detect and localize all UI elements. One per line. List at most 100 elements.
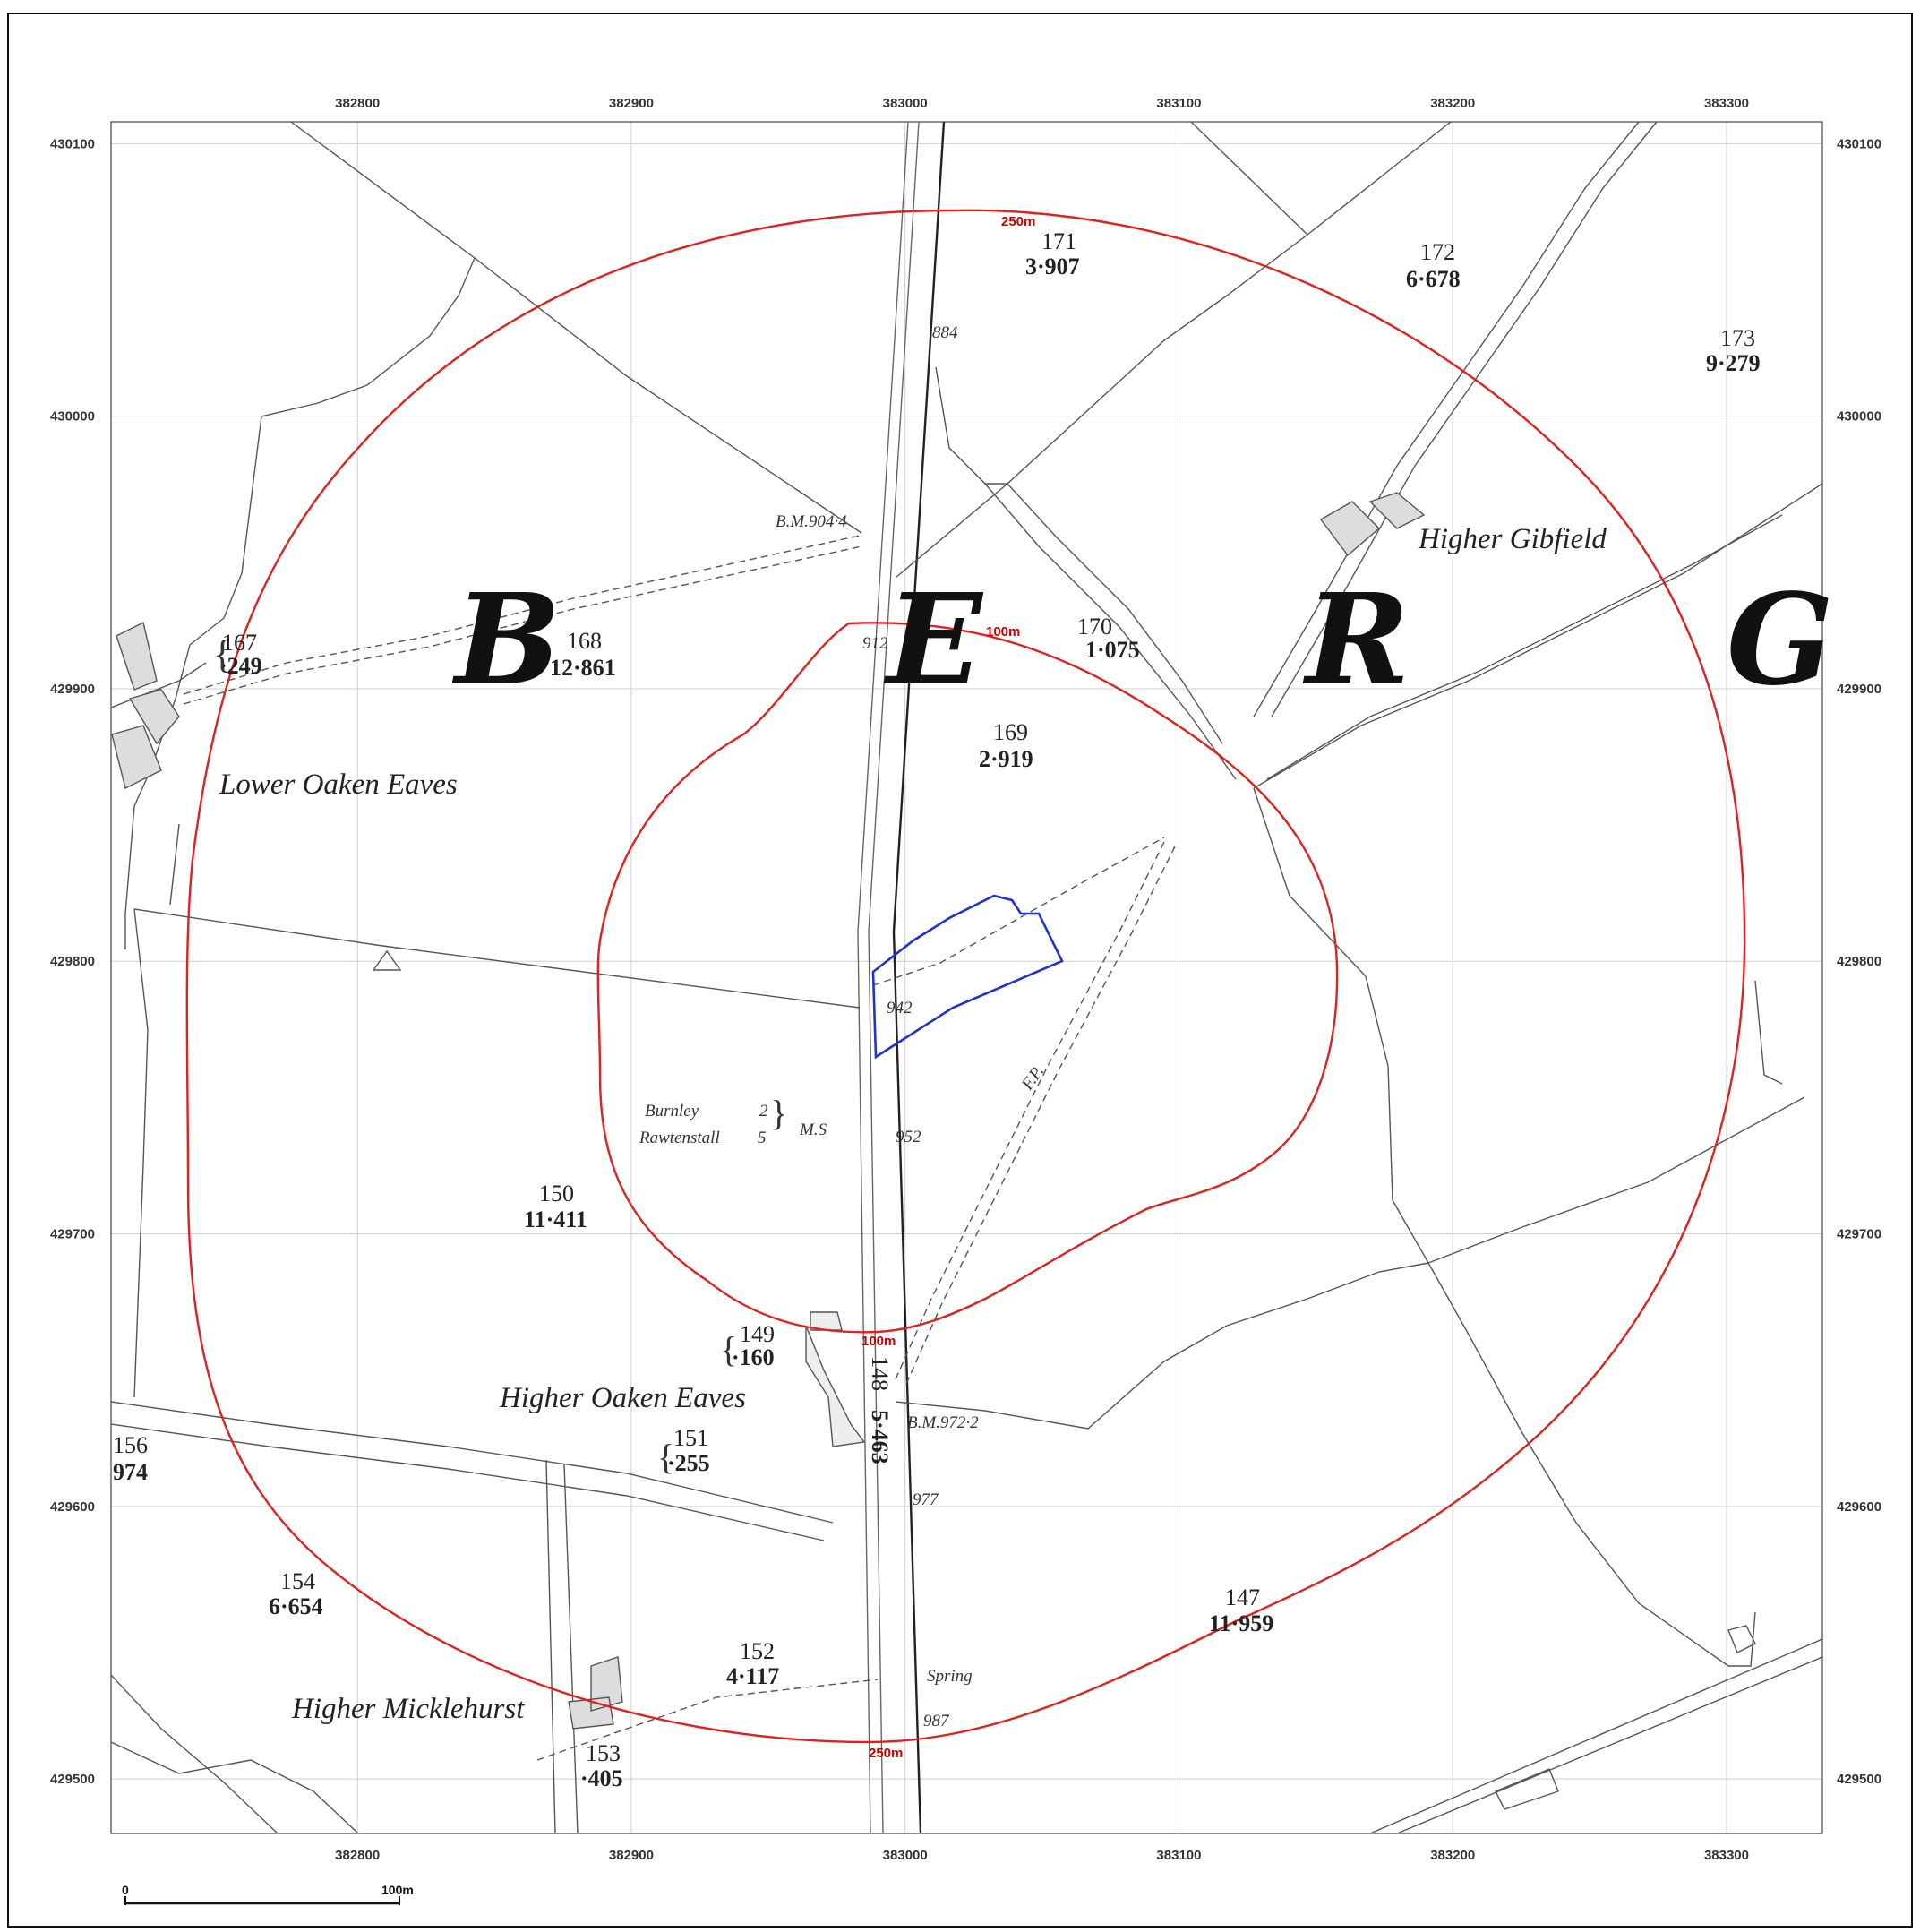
parcel-number: 169 [993, 719, 1028, 745]
spot-height: 977 [913, 1490, 939, 1509]
x-tick-label-top: 383100 [1156, 96, 1201, 111]
x-tick-label-top: 383300 [1704, 96, 1749, 111]
scale-bar-start-label: 0 [122, 1883, 129, 1897]
y-tick-label-left: 430100 [50, 136, 95, 151]
parcel-number: 147 [1225, 1584, 1260, 1610]
parcel-number: 148 [867, 1356, 893, 1391]
parcel-area: ·405 [580, 1765, 623, 1791]
site-boundary [871, 894, 1064, 1060]
y-tick-label-right: 429800 [1837, 954, 1881, 969]
parcel-area: 6·678 [1406, 266, 1461, 292]
parcel-area: 2·919 [979, 746, 1033, 772]
buffer-250m-label-bottom: 250m [869, 1746, 903, 1761]
parcel-area: 12·861 [550, 655, 616, 681]
x-tick-label-bottom: 382900 [609, 1848, 654, 1863]
historic-map-linework [110, 121, 1823, 1834]
benchmark-label: B.M.972·2 [907, 1413, 979, 1432]
y-tick-label-left: 429600 [50, 1499, 95, 1515]
parcel-number: 150 [539, 1181, 574, 1206]
x-tick-label-bottom: 382800 [335, 1848, 380, 1863]
x-tick-label-bottom: 383200 [1430, 1848, 1475, 1863]
y-tick-label-right: 429500 [1837, 1772, 1881, 1787]
parcel-area: 6·654 [269, 1593, 323, 1619]
parcel-number: 154 [280, 1568, 315, 1594]
parcel-number: 168 [567, 628, 602, 654]
milestone-rawtenstall-miles: 5 [758, 1129, 767, 1147]
buffer-100m [596, 622, 1339, 1334]
place-lower-oaken-eaves: Lower Oaken Eaves [219, 769, 458, 801]
parish-letter-e: E [883, 567, 984, 714]
spot-height: 884 [932, 323, 958, 342]
parcel-labels: 171 3·907 172 6·678 173 9·279 167 ·249 1… [113, 228, 1761, 1791]
parcel-area: ·160 [732, 1344, 775, 1370]
place-higher-oaken-eaves: Higher Oaken Eaves [499, 1382, 746, 1414]
parcel-number: 156 [113, 1432, 148, 1458]
x-tick-label-top: 382800 [335, 96, 380, 111]
y-tick-label-right: 429900 [1837, 682, 1881, 697]
y-tick-label-left: 429900 [50, 682, 95, 697]
parcel-brace: { [720, 1329, 737, 1370]
parcel-number: 173 [1720, 325, 1755, 351]
parcel-area: 4·117 [726, 1663, 779, 1689]
parish-letter-b: B [451, 567, 561, 714]
x-tick-label-top: 382900 [609, 96, 654, 111]
x-tick-label-top: 383200 [1430, 96, 1475, 111]
buffer-250m [185, 209, 1746, 1744]
y-tick-label-left: 429700 [50, 1227, 95, 1242]
axis-tick-labels: 382800 382800 382900 382900 383000 383000 3831… [50, 96, 1881, 1863]
parcel-area: 11·959 [1209, 1610, 1273, 1636]
map-frame [7, 13, 1913, 1928]
y-tick-label-left: 429500 [50, 1772, 95, 1787]
parcel-number: 171 [1041, 228, 1076, 254]
milestone-burnley-miles: 2 [759, 1102, 768, 1121]
footpath-label: F.P. [1017, 1062, 1048, 1095]
spot-height: 912 [862, 634, 888, 653]
parcel-number: 152 [740, 1638, 775, 1664]
y-tick-label-right: 430100 [1837, 136, 1881, 151]
buffer-250m-label-top: 250m [1001, 214, 1035, 229]
parcel-brace: { [657, 1437, 674, 1477]
spot-height: 942 [887, 999, 913, 1018]
parcel-area: 5·463 [867, 1410, 893, 1464]
parcel-area: 9·279 [1706, 350, 1761, 376]
parcel-number: 151 [673, 1425, 708, 1451]
x-tick-label-top: 383000 [883, 96, 928, 111]
parcel-area: 11·411 [524, 1206, 587, 1232]
milestone-burnley: Burnley [645, 1102, 699, 1121]
milestone-label: M.S [799, 1121, 827, 1139]
parish-letter-r: R [1302, 567, 1410, 714]
map-neatline [110, 121, 1823, 1834]
buffer-100m-label-bottom: 100m [861, 1334, 896, 1349]
y-tick-label-left: 429800 [50, 954, 95, 969]
scale-bar-end-label: 100m [381, 1883, 414, 1897]
spring-label: Spring [927, 1667, 973, 1686]
y-tick-label-right: 430000 [1837, 409, 1881, 425]
milestone-brace: } [770, 1093, 787, 1133]
parcel-area: 974 [113, 1459, 148, 1485]
parcel-number: 170 [1077, 614, 1112, 640]
y-tick-label-right: 429700 [1837, 1227, 1881, 1242]
x-tick-label-bottom: 383100 [1156, 1848, 1201, 1863]
milestone-rawtenstall: Rawtenstall [639, 1129, 720, 1147]
y-tick-label-right: 429600 [1837, 1499, 1881, 1515]
parcel-area: ·255 [667, 1450, 710, 1476]
parcel-number: 149 [740, 1321, 775, 1347]
parcel-number: 167 [222, 630, 257, 656]
parish-letter-g: G [1727, 567, 1834, 714]
place-higher-micklehurst: Higher Micklehurst [291, 1693, 525, 1725]
parcel-number: 172 [1420, 239, 1455, 265]
y-tick-label-left: 430000 [50, 409, 95, 425]
x-tick-label-bottom: 383000 [883, 1848, 928, 1863]
parcel-area: 3·907 [1025, 253, 1080, 279]
scale-bar: 0 100m [122, 1883, 414, 1905]
spot-height: 987 [923, 1712, 950, 1730]
buffer-100m-label-top: 100m [986, 624, 1020, 640]
parcel-number: 153 [586, 1740, 621, 1766]
spot-height: 952 [896, 1128, 921, 1146]
parcel-brace: { [213, 632, 232, 676]
place-higher-gibfield: Higher Gibfield [1418, 523, 1607, 555]
x-tick-label-bottom: 383300 [1704, 1848, 1749, 1863]
parcel-area: ·249 [219, 653, 262, 679]
parcel-area: 1·075 [1085, 637, 1140, 663]
